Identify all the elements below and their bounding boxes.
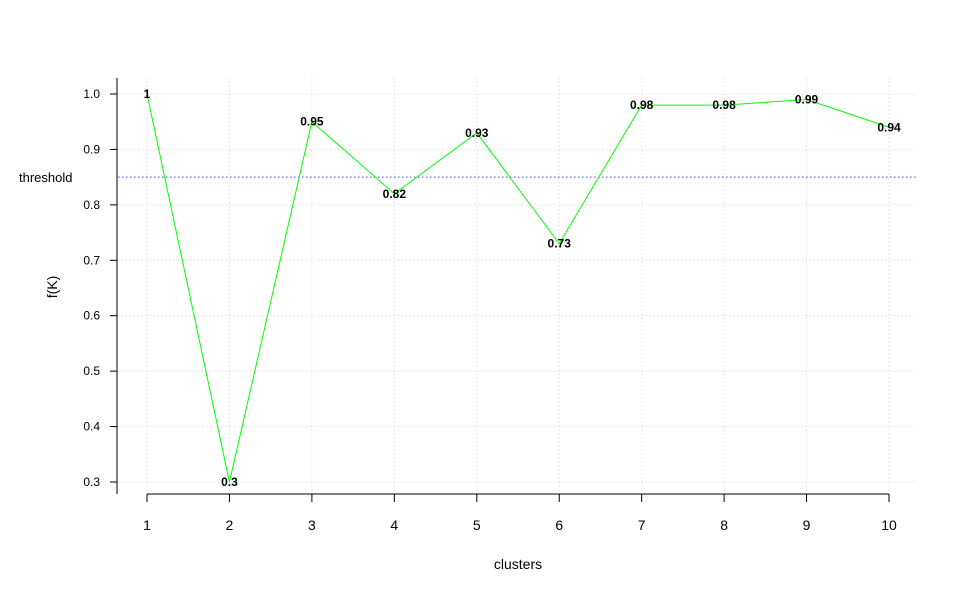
x-tick-label: 2 (226, 517, 234, 533)
y-tick-label: 0.7 (83, 253, 100, 267)
data-label: 1 (144, 87, 151, 101)
x-ticks: 1 2 3 4 5 6 7 8 9 10 (143, 494, 897, 533)
data-label: 0.94 (877, 120, 901, 134)
x-tick-label: 4 (390, 517, 398, 533)
x-tick-label: 7 (638, 517, 646, 533)
grid (118, 78, 918, 494)
data-label: 0.98 (712, 98, 736, 112)
data-label: 0.93 (465, 126, 489, 140)
data-label: 0.3 (221, 475, 238, 489)
x-tick-label: 9 (803, 517, 811, 533)
x-tick-label: 1 (143, 517, 151, 533)
y-tick-label: 0.6 (83, 309, 100, 323)
y-ticks: 0.3 0.4 0.5 0.6 0.7 0.8 0.9 1.0 (83, 87, 117, 489)
y-tick-label: 0.3 (83, 475, 100, 489)
data-labels: 1 0.3 0.95 0.82 0.93 0.73 0.98 0.98 0.99 0.94 (144, 87, 901, 489)
x-tick-label: 8 (720, 517, 728, 533)
data-label: 0.99 (795, 93, 819, 107)
x-tick-label: 6 (555, 517, 563, 533)
threshold-label: threshold (19, 170, 72, 185)
y-tick-label: 0.5 (83, 364, 100, 378)
y-tick-label: 0.8 (83, 198, 100, 212)
data-label: 0.98 (630, 98, 654, 112)
x-tick-label: 10 (881, 517, 897, 533)
data-label: 0.95 (300, 115, 324, 129)
x-tick-label: 5 (473, 517, 481, 533)
series-line (146, 93, 890, 483)
data-label: 0.82 (383, 187, 407, 201)
y-tick-label: 0.9 (83, 142, 100, 156)
x-axis-label: clusters (494, 556, 542, 572)
axes (116, 78, 889, 495)
y-tick-label: 0.4 (83, 420, 100, 434)
y-tick-label: 1.0 (83, 87, 100, 101)
y-axis-label: f(K) (44, 276, 60, 299)
x-tick-label: 3 (308, 517, 316, 533)
data-label: 0.73 (548, 237, 572, 251)
